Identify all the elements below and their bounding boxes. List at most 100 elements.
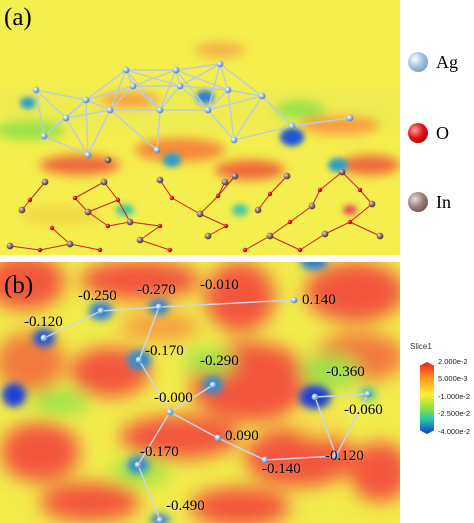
in-atom: [254, 206, 262, 214]
colorbar-title: Slice1: [410, 342, 432, 351]
atom-layer: [6, 60, 384, 253]
o-atom: [215, 193, 221, 199]
ag-atom: [135, 356, 143, 364]
charge-label: -0.120: [325, 448, 364, 464]
o-atom: [347, 219, 353, 225]
ag-atom: [311, 393, 319, 401]
in-atom: [104, 156, 112, 164]
colorbar-tick: -4.000e-2: [438, 427, 471, 436]
ag-atom: [214, 434, 222, 442]
ag-atom: [82, 96, 90, 104]
in-atom: [100, 178, 108, 186]
colorbar-tick: -1.000e-2: [438, 392, 471, 401]
ag-atom: [129, 82, 137, 90]
in-o-bond-network: [9, 171, 381, 251]
o-atom: [37, 247, 43, 253]
ag-atom: [224, 86, 232, 94]
legend-label: Ag: [436, 51, 458, 72]
ag-atom: [40, 132, 48, 140]
charge-label: -0.360: [326, 364, 365, 380]
ag-atom: [230, 136, 238, 144]
o-atom: [167, 247, 173, 253]
atom-layer: [40, 296, 372, 523]
panel-b-charge-slice: (b) -0.250 -0.270 -0.010 0.140 -0.120 -0…: [0, 262, 400, 523]
legend-label: O: [436, 122, 449, 143]
charge-label: -0.490: [166, 498, 205, 514]
ag-atom: [204, 106, 212, 114]
o-atom-icon: [408, 123, 428, 143]
in-atom: [196, 210, 204, 218]
panel-b-label: (b): [4, 272, 34, 299]
o-atom: [267, 191, 273, 197]
in-atom: [41, 178, 49, 186]
o-atom: [287, 219, 293, 225]
ag-bond-network: [43, 299, 369, 521]
o-atom: [242, 247, 248, 253]
in-atom: [156, 176, 164, 184]
in-atom: [18, 206, 26, 214]
charge-label: 0.140: [302, 292, 336, 308]
in-atom: [283, 172, 291, 180]
ag-atom: [84, 151, 92, 159]
ag-atom: [261, 456, 269, 464]
charge-label: -0.290: [200, 353, 239, 369]
ag-atom: [40, 334, 48, 342]
legend-item-o: O: [408, 121, 449, 145]
o-atom: [27, 197, 33, 203]
in-atom: [308, 202, 316, 210]
in-atom: [126, 218, 134, 226]
o-atom: [49, 225, 55, 231]
ag-atom: [156, 106, 164, 114]
ag-atom: [209, 381, 217, 389]
charge-label: -0.170: [145, 343, 184, 359]
charge-label: -0.060: [344, 402, 383, 418]
o-atom: [72, 195, 78, 201]
ag-atom: [134, 461, 142, 469]
in-atom: [368, 200, 376, 208]
in-atom: [376, 232, 384, 240]
o-atom: [97, 247, 103, 253]
ag-atom: [258, 92, 266, 100]
ag-atom: [106, 106, 114, 114]
ag-atom: [172, 66, 180, 74]
o-atom: [105, 223, 111, 229]
ag-atom: [32, 86, 40, 94]
in-atom: [231, 172, 239, 180]
panel-a-map: [0, 42, 400, 253]
ag-atom: [155, 303, 163, 311]
legend-item-in: In: [408, 190, 451, 214]
in-atom-icon: [408, 192, 428, 212]
charge-label: -0.010: [200, 277, 239, 293]
ag-atom: [153, 146, 161, 154]
o-atom: [157, 223, 163, 229]
charge-label: -0.270: [137, 282, 176, 298]
colorbar: Slice1 2.000e-2 5.000e-3 -1.000e-2 -2.50…: [400, 342, 474, 442]
in-atom: [338, 168, 346, 176]
in-atom: [321, 230, 329, 238]
legend-label: In: [436, 191, 451, 212]
ag-atom: [122, 66, 130, 74]
in-atom: [6, 242, 14, 250]
in-atom: [136, 236, 144, 244]
ag-atom: [97, 307, 105, 315]
in-atom: [84, 208, 92, 216]
colorbar-gradient: [420, 362, 434, 434]
ag-atom: [62, 114, 70, 122]
ag-atom: [156, 516, 164, 523]
colorbar-tick: 5.000e-3: [438, 374, 468, 383]
charge-label: -0.140: [262, 461, 301, 477]
in-atom: [66, 240, 74, 248]
colorbar-tick: 2.000e-2: [438, 357, 468, 366]
panel-b-map: [0, 262, 400, 523]
o-atom: [317, 187, 323, 193]
ag-atom: [176, 82, 184, 90]
charge-label: -0.120: [24, 314, 63, 330]
o-atom: [223, 223, 229, 229]
o-atom: [357, 187, 363, 193]
ag-atom: [364, 390, 372, 398]
panel-a-label: (a): [4, 4, 32, 31]
in-atom: [221, 178, 229, 186]
colorbar-tick: -2.500e-2: [438, 409, 471, 418]
o-atom: [115, 197, 121, 203]
panel-a-charge-density: (a): [0, 0, 400, 255]
